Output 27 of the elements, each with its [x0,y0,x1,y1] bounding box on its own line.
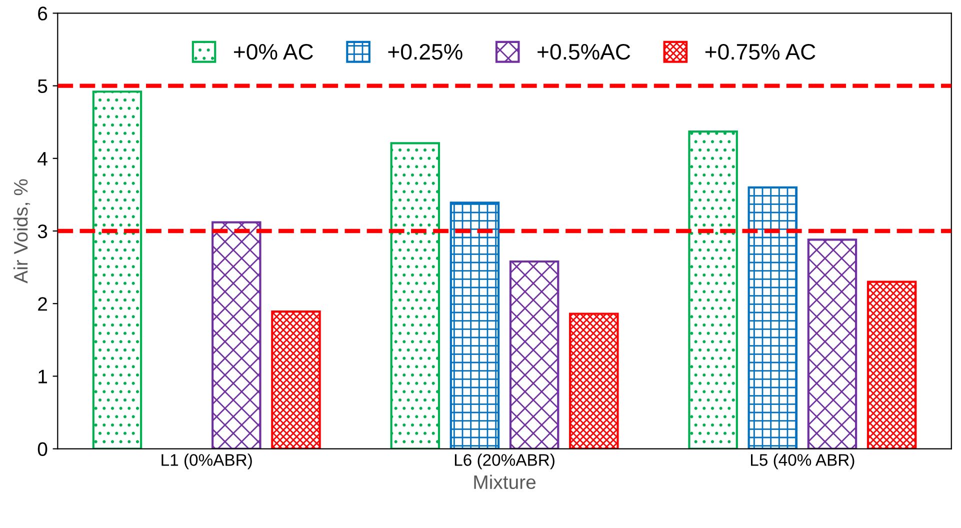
bar [271,310,321,449]
bar [509,260,560,449]
y-tick-label: 4 [38,152,48,166]
x-tick-label: L1 (0%ABR) [162,454,252,470]
bar [92,90,142,449]
y-tick-label: 5 [38,79,48,94]
x-tick-label: L6 (20%ABR) [454,454,554,470]
bar [748,186,798,449]
y-tick-label: 1 [38,370,47,384]
y-tick-label: 6 [38,6,48,20]
y-tick-label: 2 [38,297,47,311]
x-axis-title: Mixture [474,474,536,490]
y-tick-label: 0 [38,442,48,456]
legend-label: +0.5%AC [538,44,630,60]
bar [866,280,917,449]
bar [212,221,262,449]
bar [390,142,440,449]
legend-label: +0% AC [234,44,313,60]
bar [688,130,738,449]
y-tick-label: 3 [38,224,48,238]
legend-label: +0.25% [388,44,462,60]
y-axis-title: Air Voids, % [13,179,30,284]
legend-label: +0.75% AC [705,44,816,60]
bar [807,238,858,449]
bar [569,312,619,449]
bar [450,202,500,449]
x-tick-label: L5 (40% ABR) [751,454,854,470]
